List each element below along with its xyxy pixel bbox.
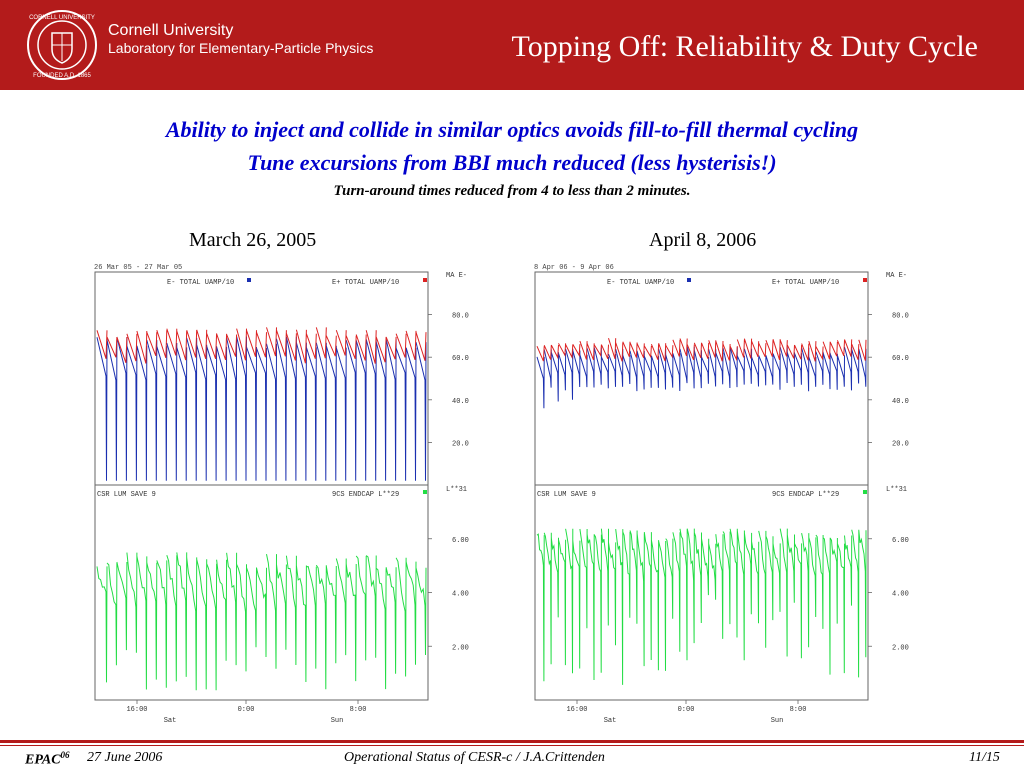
institution-line1: Cornell University <box>108 22 234 39</box>
top-legend-electron: E- TOTAL UAMP/10 <box>607 279 674 287</box>
bottom-legend-lum: CSR LUM SAVE 9 <box>97 491 156 499</box>
electron-current-trace <box>536 346 867 409</box>
x-day-label: Sun <box>331 717 344 724</box>
top-y-tick: 60.0 <box>892 355 909 363</box>
luminosity-trace <box>96 552 427 691</box>
top-y-tick: 20.0 <box>892 440 909 448</box>
slide-title: Topping Off: Reliability & Duty Cycle <box>511 30 978 63</box>
svg-text:FOUNDED A.D. 1865: FOUNDED A.D. 1865 <box>33 73 91 79</box>
cornell-seal-icon: CORNELL UNIVERSITY FOUNDED A.D. 1865 <box>27 10 97 80</box>
bottom-legend-endcap: 9CS ENDCAP L**29 <box>332 491 399 499</box>
headline-line2: Tune excursions from BBI much reduced (l… <box>247 150 777 175</box>
footer-page-number: 11/15 <box>969 750 1000 765</box>
plot-date-range: 26 Mar 05 - 27 Mar 05 <box>94 264 182 272</box>
bottom-y-tick: 2.00 <box>452 644 469 652</box>
x-day-label: Sat <box>164 717 177 724</box>
footer-conference: EPAC06 <box>25 750 70 769</box>
x-tick-label: 8:00 <box>350 706 367 714</box>
x-day-label: Sat <box>604 717 617 724</box>
panel-date-left: March 26, 2005 <box>189 229 317 251</box>
top-plot-frame <box>94 271 429 486</box>
top-y-tick: 40.0 <box>892 398 909 406</box>
institution-line2: Laboratory for Elementary-Particle Physi… <box>108 40 374 57</box>
top-axis-units: MA E- <box>886 272 907 280</box>
headline-line1: Ability to inject and collide in similar… <box>165 117 859 142</box>
bottom-y-tick: 6.00 <box>452 537 469 545</box>
footer-conf-name: EPAC <box>25 752 61 768</box>
bottom-y-tick: 4.00 <box>452 591 469 599</box>
electron-current-trace <box>96 336 427 481</box>
legend-electron-marker <box>247 278 251 282</box>
footer-date: 27 June 2006 <box>87 750 163 765</box>
cesr-plot-2006: 8 Apr 06 - 9 Apr 06 E- TOTAL UAMP/10 E+ TO… <box>534 264 909 724</box>
footer-rule <box>0 740 1024 743</box>
top-y-tick: 40.0 <box>452 398 469 406</box>
institution-name: Cornell University Laboratory for Elemen… <box>108 22 373 56</box>
legend-lum-marker <box>423 490 427 494</box>
top-y-tick: 60.0 <box>452 355 469 363</box>
luminosity-trace <box>536 528 867 685</box>
top-legend-positron: E+ TOTAL UAMP/10 <box>772 279 839 287</box>
headline-line3: Turn-around times reduced from 4 to less… <box>333 183 691 199</box>
bottom-legend-endcap: 9CS ENDCAP L**29 <box>772 491 839 499</box>
legend-positron-marker <box>423 278 427 282</box>
top-legend-positron: E+ TOTAL UAMP/10 <box>332 279 399 287</box>
legend-electron-marker <box>687 278 691 282</box>
header-banner: CORNELL UNIVERSITY FOUNDED A.D. 1865 Cor… <box>0 0 1024 90</box>
x-day-label: Sun <box>771 717 784 724</box>
x-tick-label: 8:00 <box>790 706 807 714</box>
x-tick-label: 16:00 <box>126 706 147 714</box>
bottom-axis-units: L**31 <box>886 486 907 494</box>
panel-date-right: April 8, 2006 <box>649 229 757 251</box>
footer-rule-thin <box>0 745 1024 746</box>
legend-lum-marker <box>863 490 867 494</box>
bottom-legend-lum: CSR LUM SAVE 9 <box>537 491 596 499</box>
svg-text:CORNELL UNIVERSITY: CORNELL UNIVERSITY <box>29 15 95 21</box>
bottom-axis-units: L**31 <box>446 486 467 494</box>
positron-current-trace <box>536 338 867 362</box>
x-tick-label: 0:00 <box>678 706 695 714</box>
footer-conf-year: 06 <box>60 750 70 760</box>
bottom-y-tick: 2.00 <box>892 644 909 652</box>
bottom-y-tick: 4.00 <box>892 591 909 599</box>
cesr-plot-2005: 26 Mar 05 - 27 Mar 05 E- TOTAL UAMP/10 E+ … <box>94 264 469 724</box>
positron-current-trace <box>96 327 427 364</box>
top-axis-units: MA E- <box>446 272 467 280</box>
legend-positron-marker <box>863 278 867 282</box>
top-legend-electron: E- TOTAL UAMP/10 <box>167 279 234 287</box>
top-y-tick: 20.0 <box>452 440 469 448</box>
plot-date-range: 8 Apr 06 - 9 Apr 06 <box>534 264 614 272</box>
top-y-tick: 80.0 <box>892 313 909 321</box>
bottom-y-tick: 6.00 <box>892 537 909 545</box>
footer-title: Operational Status of CESR-c / J.A.Critt… <box>344 750 605 765</box>
x-tick-label: 0:00 <box>238 706 255 714</box>
top-y-tick: 80.0 <box>452 313 469 321</box>
x-tick-label: 16:00 <box>566 706 587 714</box>
